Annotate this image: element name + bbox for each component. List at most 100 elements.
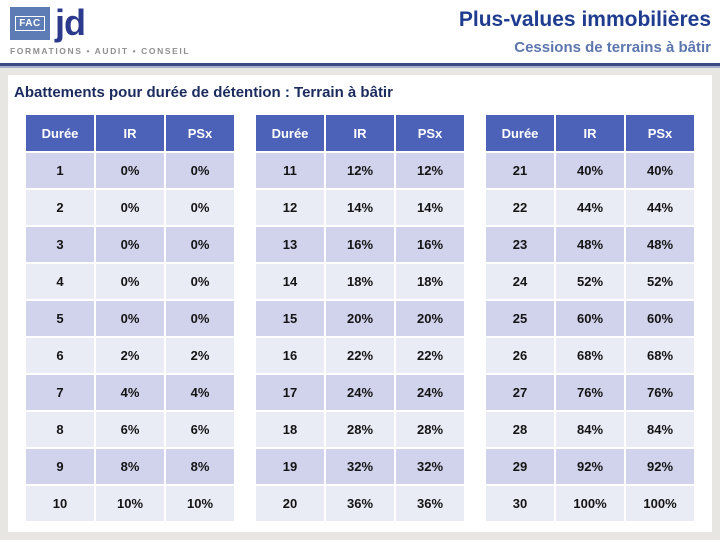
table-cell: 0% — [96, 264, 164, 299]
table-cell: 4 — [26, 264, 94, 299]
table-row: 16 22% 22% — [256, 338, 464, 373]
table-cell: 30 — [486, 486, 554, 521]
table-cell: 18% — [326, 264, 394, 299]
table-cell: 20% — [326, 301, 394, 336]
table-cell: 24 — [486, 264, 554, 299]
table-cell: 68% — [626, 338, 694, 373]
table-cell: 16% — [396, 227, 464, 262]
table-cell: 0% — [96, 301, 164, 336]
table-cell: 2% — [166, 338, 234, 373]
table-cell: 0% — [96, 153, 164, 188]
table-cell: 29 — [486, 449, 554, 484]
table-row: 13 16% 16% — [256, 227, 464, 262]
table-row: 21 40% 40% — [486, 153, 694, 188]
table-cell: 18 — [256, 412, 324, 447]
table-header-row: Durée IR PSx — [26, 115, 234, 151]
slide-body: Abattements pour durée de détention : Te… — [0, 68, 720, 540]
table-cell: 44% — [626, 190, 694, 225]
table-cell: 0% — [166, 227, 234, 262]
table-row: 10 10% 10% — [26, 486, 234, 521]
abatement-table-years-1-10: Durée IR PSx 1 0% 0% 2 0% 0% 3 0% 0% 4 0% 0% 5 0% 0% 6 2% 2%… — [24, 113, 236, 523]
table-cell: 8% — [96, 449, 164, 484]
table-cell: 11 — [256, 153, 324, 188]
table-row: 12 14% 14% — [256, 190, 464, 225]
table-row: 14 18% 18% — [256, 264, 464, 299]
table-row: 28 84% 84% — [486, 412, 694, 447]
table-cell: 5 — [26, 301, 94, 336]
table-cell: 100% — [556, 486, 624, 521]
table-cell: 84% — [556, 412, 624, 447]
table-row: 15 20% 20% — [256, 301, 464, 336]
table-cell: 0% — [166, 264, 234, 299]
table-cell: 10% — [96, 486, 164, 521]
table-cell: 52% — [626, 264, 694, 299]
table-cell: 48% — [626, 227, 694, 262]
table-cell: 48% — [556, 227, 624, 262]
table-row: 4 0% 0% — [26, 264, 234, 299]
table-header-row: Durée IR PSx — [486, 115, 694, 151]
table-row: 18 28% 28% — [256, 412, 464, 447]
table-cell: 27 — [486, 375, 554, 410]
table-cell: 4% — [96, 375, 164, 410]
header-divider — [0, 63, 720, 68]
table-row: 29 92% 92% — [486, 449, 694, 484]
table-cell: 8 — [26, 412, 94, 447]
table-cell: 12 — [256, 190, 324, 225]
table-cell: 44% — [556, 190, 624, 225]
table-cell: 17 — [256, 375, 324, 410]
table-cell: 52% — [556, 264, 624, 299]
table-cell: 40% — [626, 153, 694, 188]
table-cell: 0% — [96, 227, 164, 262]
table-cell: 36% — [396, 486, 464, 521]
table-cell: 100% — [626, 486, 694, 521]
table-cell: 0% — [166, 301, 234, 336]
table-cell: 9 — [26, 449, 94, 484]
table-cell: 26 — [486, 338, 554, 373]
table-cell: 19 — [256, 449, 324, 484]
table-row: 1 0% 0% — [26, 153, 234, 188]
table-cell: 68% — [556, 338, 624, 373]
table-row: 26 68% 68% — [486, 338, 694, 373]
slide-subtitle: Cessions de terrains à bâtir — [514, 39, 711, 56]
column-header: PSx — [166, 115, 234, 151]
fac-logo-mark: FAC — [10, 7, 50, 40]
table-cell: 10% — [166, 486, 234, 521]
table-row: 17 24% 24% — [256, 375, 464, 410]
table-cell: 13 — [256, 227, 324, 262]
table-cell: 12% — [326, 153, 394, 188]
section-heading: Abattements pour durée de détention : Te… — [14, 84, 393, 101]
table-cell: 10 — [26, 486, 94, 521]
table-cell: 0% — [96, 190, 164, 225]
logo-tagline: FORMATIONS • AUDIT • CONSEIL — [10, 46, 191, 56]
table-cell: 14 — [256, 264, 324, 299]
table-cell: 20% — [396, 301, 464, 336]
title-block: Plus-values immobilières Cessions de ter… — [459, 8, 711, 56]
table-cell: 2% — [96, 338, 164, 373]
table-cell: 3 — [26, 227, 94, 262]
table-cell: 25 — [486, 301, 554, 336]
abatement-table-years-21-30: Durée IR PSx 21 40% 40% 22 44% 44% 23 48% 48% 24 52% 5… — [484, 113, 696, 523]
table-cell: 22% — [326, 338, 394, 373]
table-cell: 14% — [326, 190, 394, 225]
table-row: 2 0% 0% — [26, 190, 234, 225]
table-cell: 28% — [396, 412, 464, 447]
table-cell: 24% — [396, 375, 464, 410]
logo-row: FAC jd — [10, 5, 190, 40]
table-row: 24 52% 52% — [486, 264, 694, 299]
fac-jd-logo: FAC jd FORMATIONS • AUDIT • CONSEIL — [10, 5, 191, 56]
table-cell: 15 — [256, 301, 324, 336]
table-cell: 16 — [256, 338, 324, 373]
table-row: 30 100% 100% — [486, 486, 694, 521]
table-cell: 92% — [556, 449, 624, 484]
table-cell: 24% — [326, 375, 394, 410]
table-cell: 2 — [26, 190, 94, 225]
table-cell: 23 — [486, 227, 554, 262]
header-bar: FAC jd FORMATIONS • AUDIT • CONSEIL Plus… — [0, 0, 720, 63]
column-header: IR — [556, 115, 624, 151]
table-cell: 1 — [26, 153, 94, 188]
table-row: 27 76% 76% — [486, 375, 694, 410]
table-row: 11 12% 12% — [256, 153, 464, 188]
column-header: Durée — [26, 115, 94, 151]
column-header: IR — [326, 115, 394, 151]
